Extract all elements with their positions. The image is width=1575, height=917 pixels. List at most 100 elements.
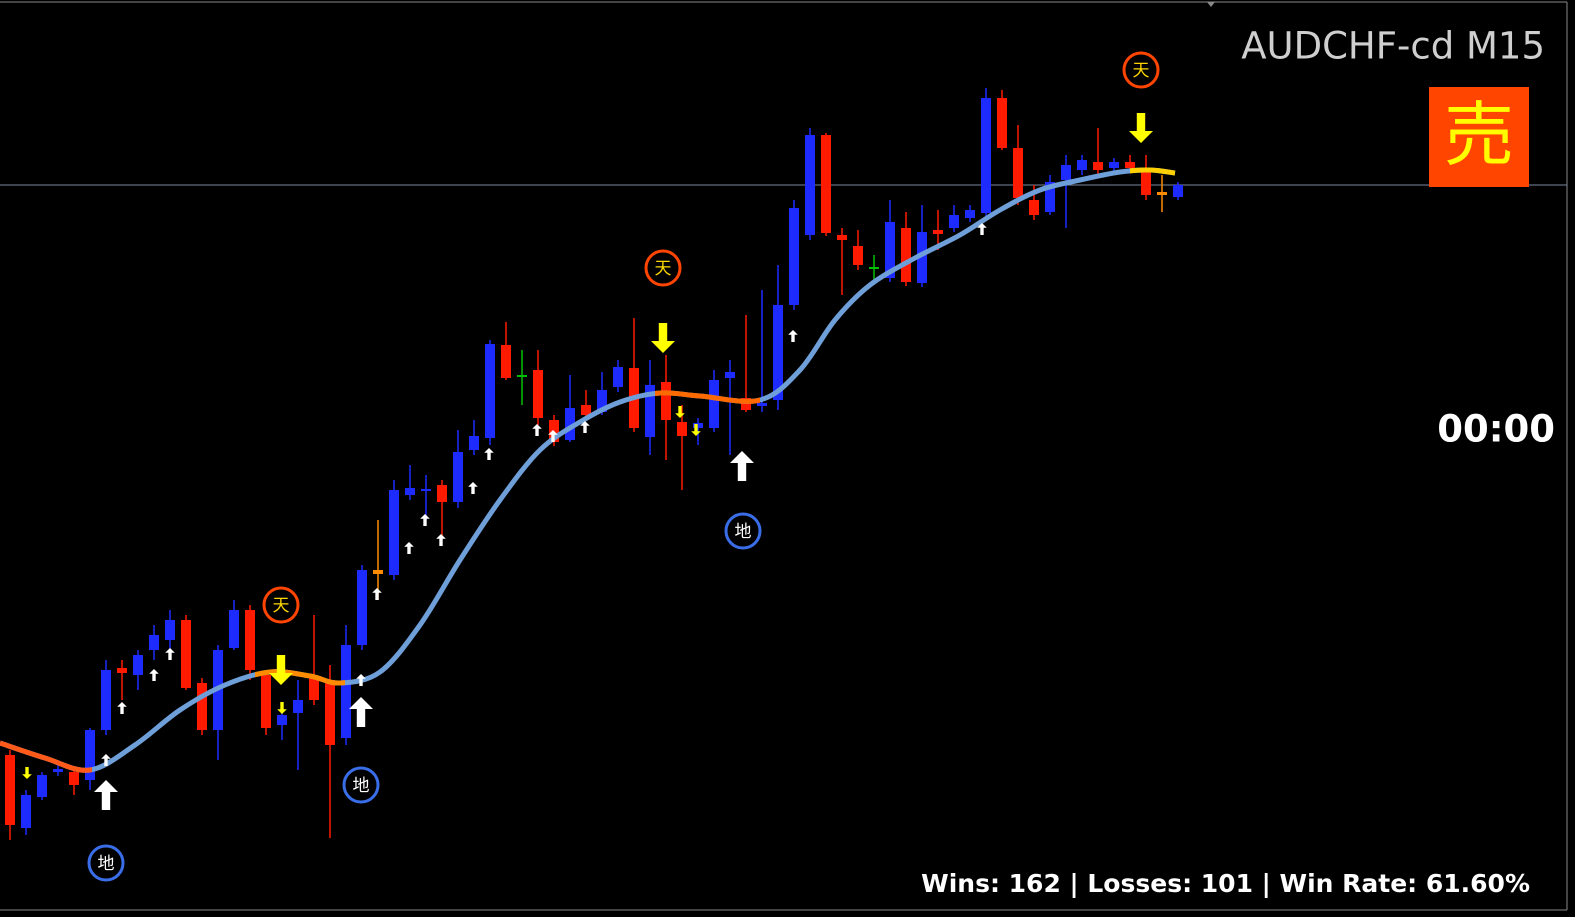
candle-body [133,655,143,675]
candle-body [917,232,927,283]
candle-body [1029,200,1039,215]
candle-body [261,675,271,728]
candle-body [581,405,591,415]
shift-marker [1207,2,1215,7]
sell-arrow [1129,113,1153,143]
candle-body [117,668,127,673]
candle-body [197,683,207,730]
bottom-marker-ring [724,512,762,550]
candle-body [1141,168,1151,195]
sell-arrow [277,702,287,714]
candle-body [741,398,751,410]
buy-arrow [532,424,542,436]
symbol-label: AUDCHF-cd M15 [1241,25,1545,68]
sell-arrow [691,424,701,436]
candle-body [69,772,79,785]
ma-line [0,167,1176,773]
candle-body [437,485,447,502]
top-marker-ring [1122,51,1160,89]
candle-body [677,422,687,436]
candle-body [773,305,783,400]
candle-body [101,670,111,730]
buy-arrow [149,669,159,681]
buy-arrow [117,702,127,714]
top-marker: 天 [273,596,290,616]
buy-arrow [404,542,414,554]
candle-body [821,135,831,233]
candle-body [277,715,287,725]
candle-body [757,403,767,406]
candle-body [501,345,511,378]
candle-body [245,610,255,670]
candle-body [5,755,15,825]
candle-body [53,769,63,772]
buy-arrow [165,648,175,660]
candle-body [853,246,863,265]
candle-body [293,700,303,713]
stats: Wins: 162 | Losses: 101 | Win Rate: 61.6… [921,869,1530,898]
bottom-marker: 地 [98,854,115,874]
buy-arrow [101,754,111,766]
candle-body [405,488,415,495]
sell-arrow [675,406,685,418]
candle-body [885,222,895,278]
candle-body [325,680,335,745]
buy-arrow [436,534,446,546]
candle-body [533,370,543,418]
candle-body [373,570,383,574]
candle-body [901,228,911,282]
top-marker-ring [644,249,682,287]
candle-body [1157,192,1167,195]
buy-arrow [484,448,494,460]
candle-body [789,208,799,305]
buy-arrow [730,451,754,481]
candle-body [1173,185,1183,197]
bottom-marker: 地 [353,776,370,796]
candle-body [597,390,607,412]
candle-body [1077,160,1087,170]
top-marker: 天 [1133,61,1150,81]
candle-body [21,795,31,828]
candle-body [389,490,399,575]
candle-body [1045,182,1055,212]
buy-arrow [94,780,118,810]
top-marker: 天 [655,259,672,279]
bottom-marker-ring [87,844,125,882]
sell-arrow [22,767,32,779]
candle-body [421,489,431,491]
candle-body [181,620,191,688]
candle-body [309,678,319,700]
buy-arrow [468,482,478,494]
candle-body [613,367,623,387]
bottom-marker: 地 [735,522,752,542]
candle-body [1125,162,1135,168]
candle-body [693,423,703,428]
candle-body [517,375,527,377]
candle-body [725,372,735,378]
candle-body [165,620,175,640]
candle-body [37,775,47,797]
candle-body [1061,165,1071,180]
buy-arrow [349,697,373,727]
candle-body [341,645,351,738]
buy-arrow [548,430,558,442]
timer: 00:00 [1437,408,1555,451]
candle-body [85,730,95,780]
candle-body [1109,162,1119,168]
sell-arrow [651,323,675,353]
buy-arrow [580,421,590,433]
candle-body [229,610,239,648]
buy-arrow [356,674,366,686]
sell-arrow [269,655,293,685]
candle-body [997,98,1007,148]
candle-body [661,382,671,420]
buy-arrow [788,330,798,342]
candle-body [933,230,943,234]
candle-body [149,635,159,650]
candle-body [645,385,655,437]
candle-body [837,235,847,240]
